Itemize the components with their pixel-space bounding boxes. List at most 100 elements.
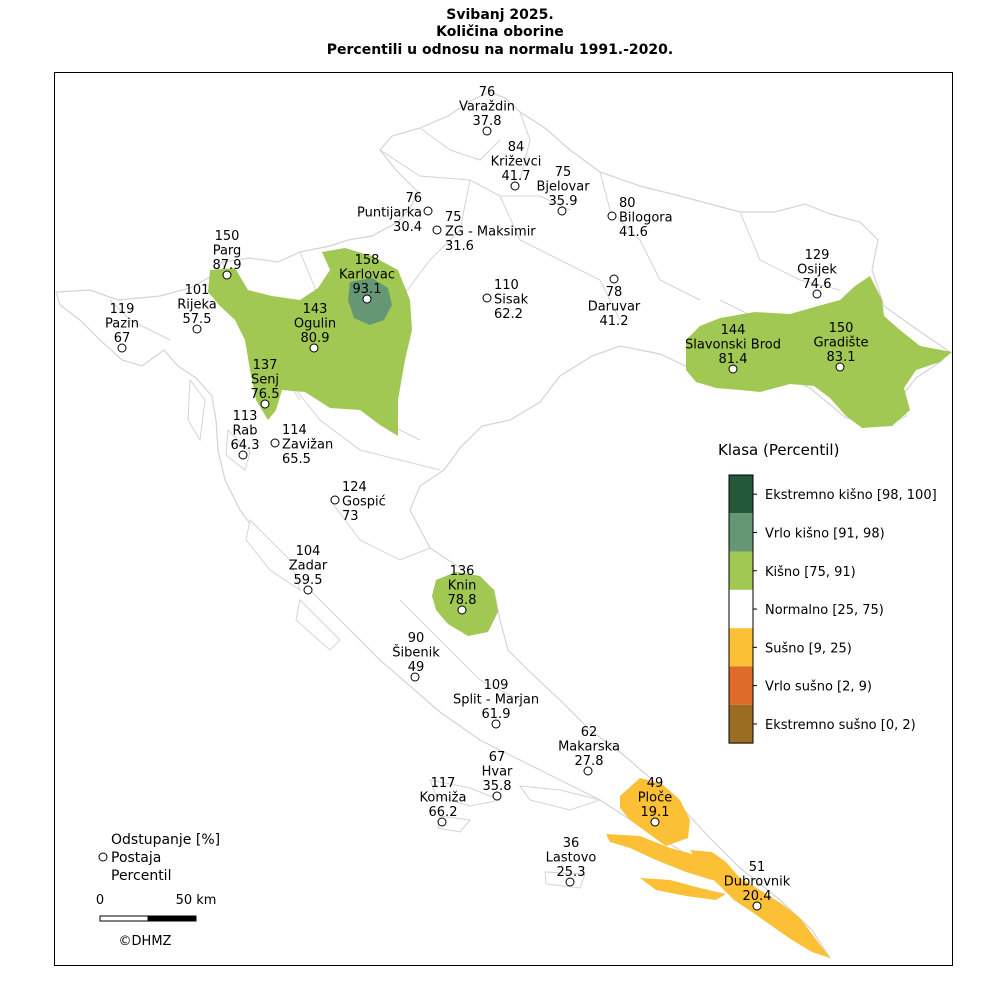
station-name: Osijek [797,263,837,278]
station-percentile: 62.2 [494,307,523,322]
station-deviation: 119 [110,302,135,317]
station-name: Hvar [482,765,513,780]
station-percentile: 49 [408,660,425,675]
station-deviation: 158 [355,253,380,268]
station-marker [557,206,567,216]
legend-label-3: Normalno [25, 75) [765,603,884,618]
legend-title: Klasa (Percentil) [718,441,839,459]
station-name: Bjelovar [536,180,590,195]
legend-swatch-1 [729,513,753,552]
station-name: Pazin [105,317,139,332]
station-name: Križevci [491,155,542,170]
station-name: Lastovo [546,851,597,866]
station-marker [309,343,319,353]
station-deviation: 76 [479,85,496,100]
copyright: ©DHMZ [119,934,172,949]
station-percentile: 87.9 [213,258,242,273]
station-name: Senj [251,373,279,388]
station-percentile: 65.5 [282,452,311,467]
station-name: Komiža [420,791,467,806]
station-deviation: 124 [342,480,367,495]
station-deviation: 109 [484,678,509,693]
station-deviation: 143 [303,302,328,317]
station-name: Slavonski Brod [685,338,781,353]
legend-label-4: Sušno [9, 25) [765,641,852,656]
station-name: Split - Marjan [453,693,539,708]
station-deviation: 104 [296,544,321,559]
station-marker [117,343,127,353]
station-name: Daruvar [588,300,641,315]
station-percentile: 66.2 [429,805,458,820]
station-marker [650,817,660,827]
station-name: Zadar [289,559,328,574]
station-marker [492,791,502,801]
station-deviation: 136 [450,564,475,579]
station-name: Rab [233,424,258,439]
station-marker [609,274,619,284]
station-deviation: 113 [233,409,258,424]
legend-labels: Ekstremno kišno [98, 100] Vrlo kišno [91,… [765,488,937,733]
station-name: Makarska [558,740,620,755]
station-name: Karlovac [339,268,395,283]
station-marker [812,289,822,299]
station-name: Varaždin [459,100,515,115]
area-dry-ploce [620,778,690,846]
legend-colorbar-border [728,474,754,744]
legend-swatch-3 [729,589,753,629]
station-percentile: 76.5 [251,387,280,402]
station-name: Bilogora [619,211,673,226]
class-areas [208,248,952,958]
station-deviation: 84 [508,140,525,155]
station-marker [491,719,501,729]
key-station-marker [98,852,108,862]
key-station: Postaja [111,850,161,866]
scalebar-start: 0 [96,893,104,908]
area-rainy-slavonia [686,276,952,428]
station-deviation: 117 [431,776,456,791]
station-deviation: 101 [185,283,210,298]
station-deviation: 78 [606,285,623,300]
station-marker [437,817,447,827]
station-marker [565,877,575,887]
station-marker [303,585,313,595]
legend-label-1: Vrlo kišno [91, 98) [765,526,885,541]
station-name: Ogulin [294,317,336,332]
station-percentile: 30.4 [393,220,422,235]
station-marker [410,672,420,682]
station-percentile: 67 [114,331,131,346]
station-marker [835,362,845,372]
station-marker [583,766,593,776]
legend-label-6: Ekstremno sušno [0, 2) [765,718,916,733]
scalebar-segment-black [147,915,197,922]
station-name: Zavižan [282,438,333,453]
station-deviation: 80 [619,196,636,211]
station-marker [752,901,762,911]
station-name: Gradište [813,336,868,351]
station-percentile: 41.6 [619,225,648,240]
station-marker [482,126,492,136]
station-name: Sisak [494,293,529,308]
legend-label-2: Kišno [75, 91) [765,565,856,580]
area-dry-mljet [640,878,726,900]
station-percentile: 73 [342,509,359,524]
station-marker [192,324,202,334]
station-marker [423,206,433,216]
station-deviation: 75 [445,210,462,225]
station-name: Šibenik [392,645,440,661]
